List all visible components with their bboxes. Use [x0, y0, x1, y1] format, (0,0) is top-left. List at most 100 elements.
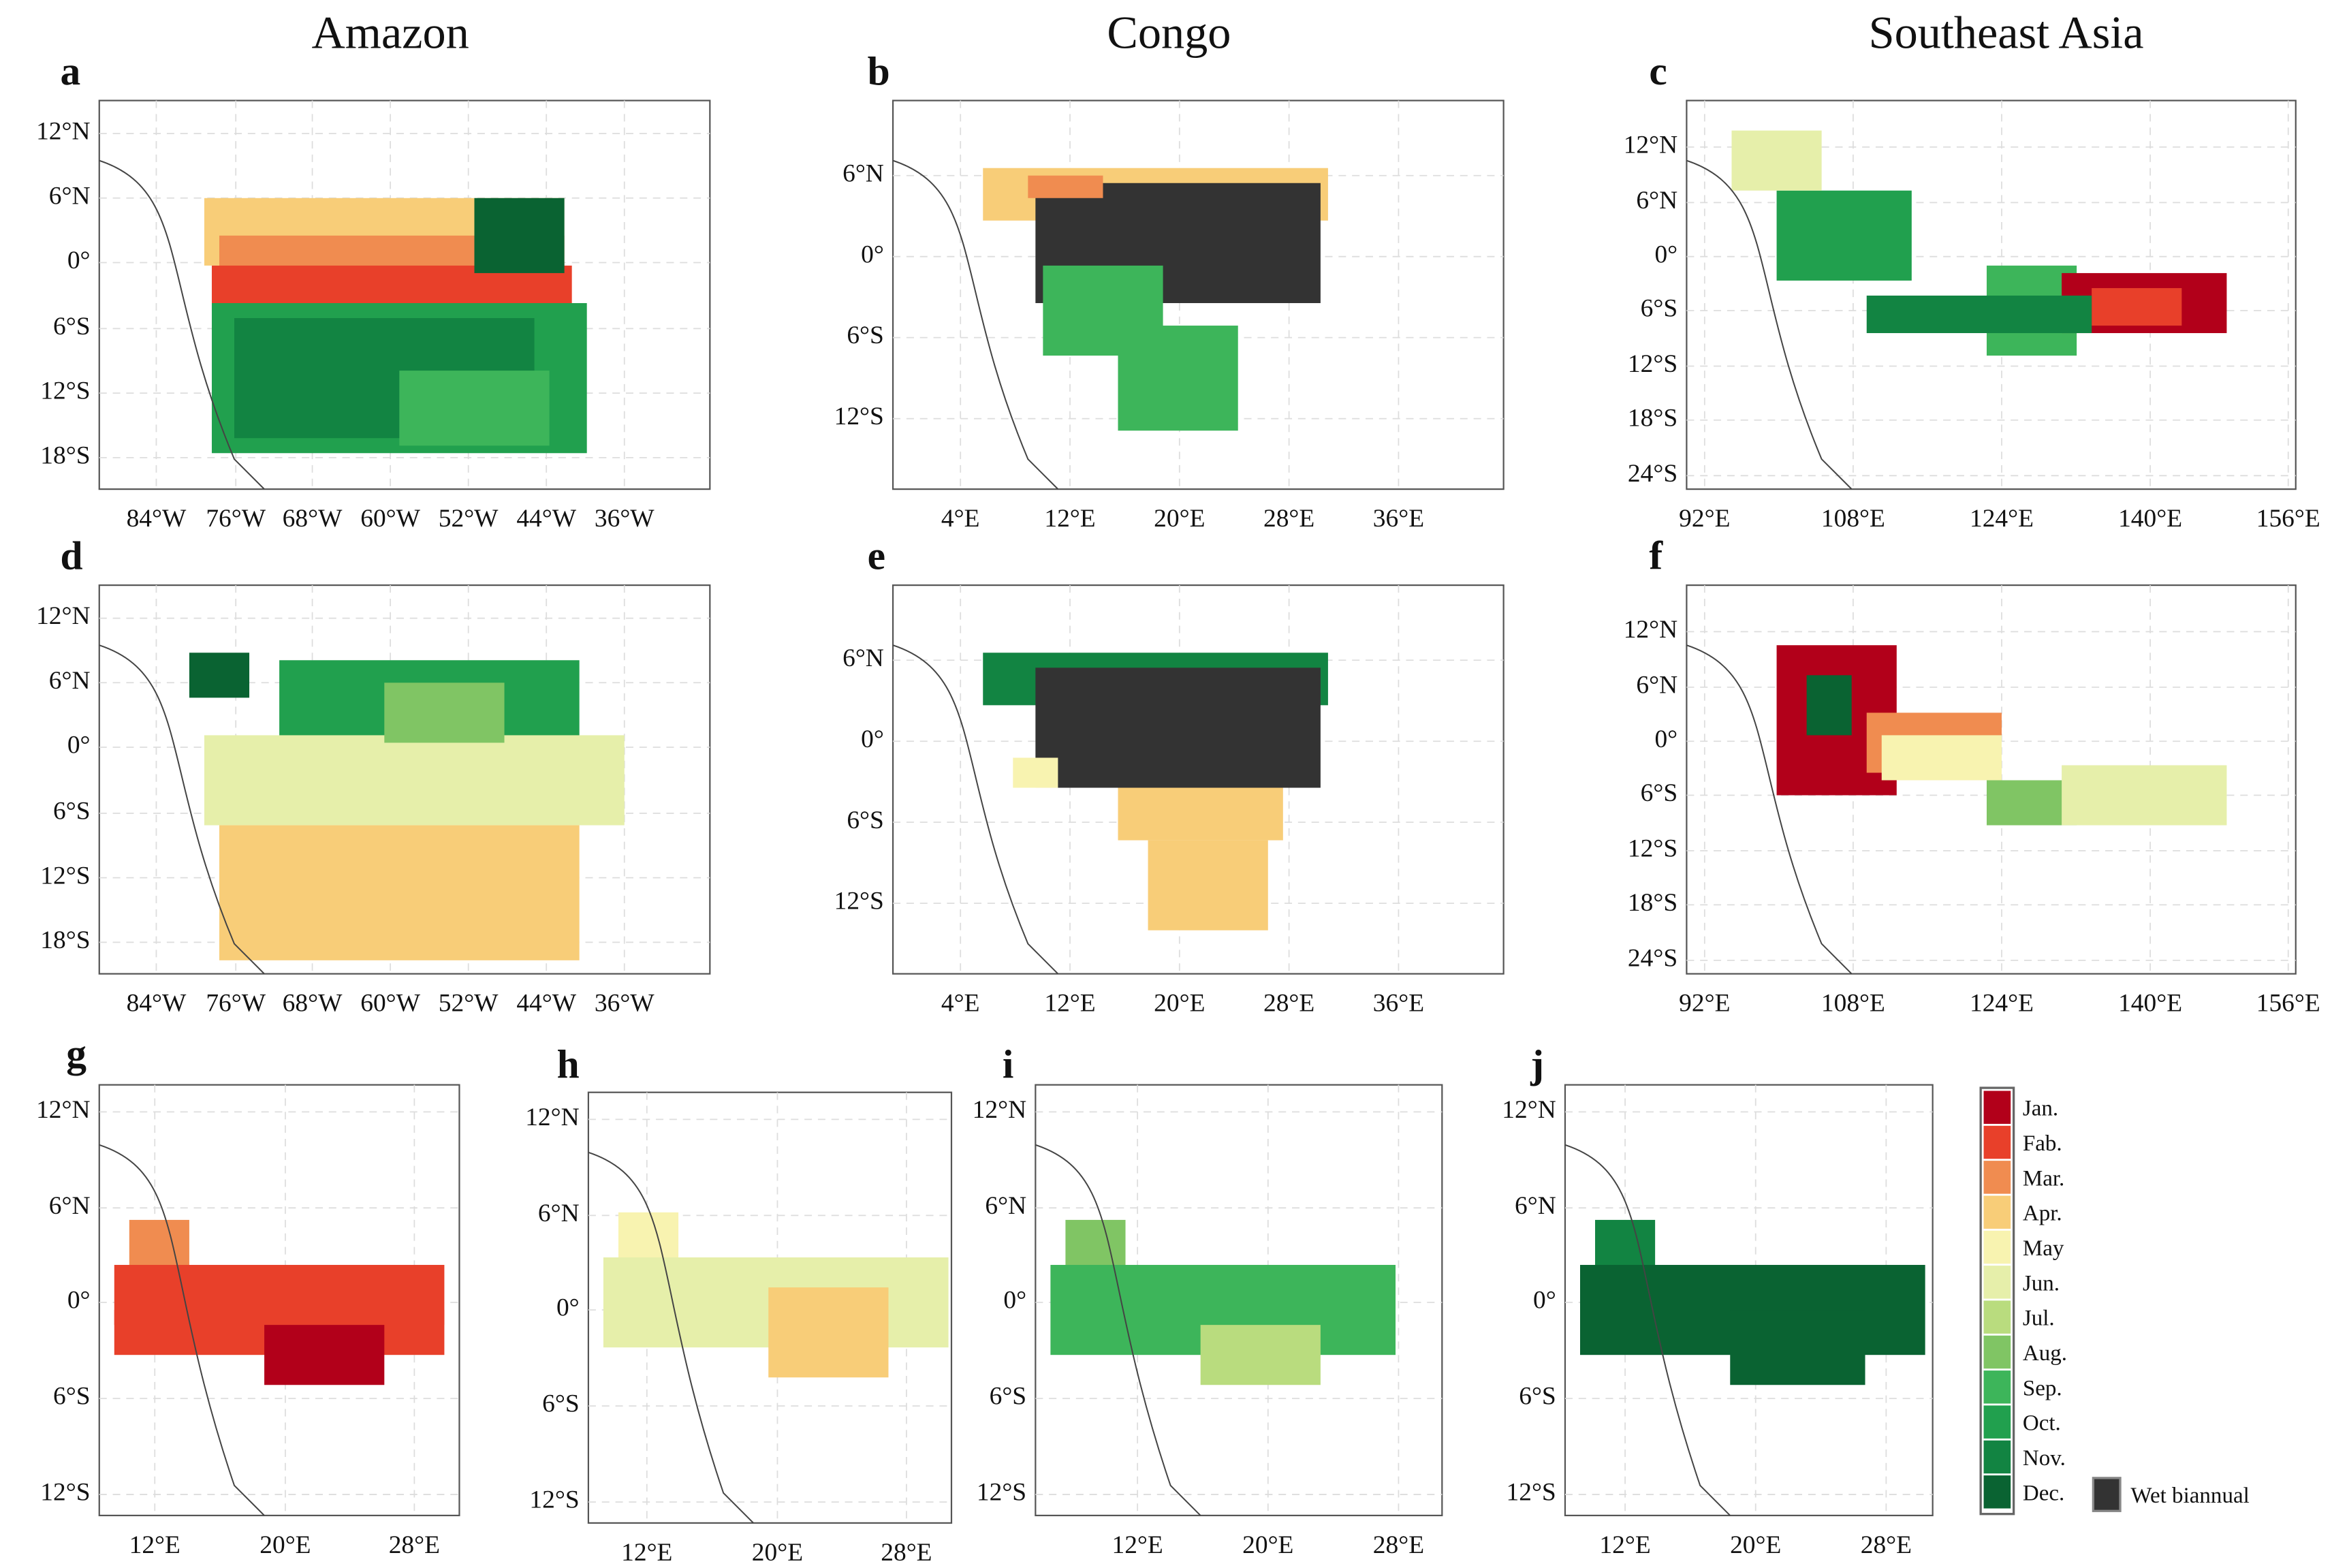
y-tick-label: 12°N — [1624, 616, 1677, 644]
x-tick-label: 52°W — [439, 505, 499, 533]
x-tick-label: 12°E — [1044, 990, 1095, 1018]
y-tick-label: 18°S — [1628, 889, 1677, 917]
y-tick-label: 0° — [1533, 1287, 1556, 1315]
y-tick-label: 0° — [861, 240, 884, 268]
y-tick-label: 12°S — [834, 888, 884, 915]
x-tick-label: 92°E — [1679, 505, 1730, 533]
y-tick-label: 12°N — [36, 1096, 90, 1124]
panel-letter: j — [1530, 1041, 1544, 1086]
x-tick-label: 12°E — [1044, 505, 1095, 533]
legend-label: Nov. — [2023, 1446, 2066, 1471]
x-tick-label: 12°E — [1599, 1531, 1650, 1559]
y-tick-label: 6°N — [1515, 1192, 1556, 1220]
coastline — [1564, 1144, 1731, 1516]
x-tick-label: 12°E — [1112, 1531, 1163, 1559]
coastline — [588, 1151, 754, 1524]
legend-label: Aug. — [2023, 1341, 2067, 1366]
y-tick-label: 6°N — [985, 1192, 1026, 1220]
column-title: Southeast Asia — [1869, 7, 2144, 59]
legend-label: Dec. — [2023, 1481, 2064, 1505]
y-tick-label: 12°N — [1624, 131, 1677, 159]
y-tick-label: 0° — [1654, 725, 1677, 753]
y-tick-label: 6°S — [1641, 779, 1678, 807]
y-tick-label: 12°N — [525, 1103, 579, 1131]
panel-letter: g — [66, 1031, 86, 1076]
legend-swatch — [1983, 1300, 2011, 1334]
y-tick-label: 12°N — [1502, 1096, 1556, 1124]
y-tick-label: 12°S — [977, 1479, 1026, 1507]
y-tick-label: 6°S — [542, 1390, 580, 1418]
legend-swatch — [1983, 1161, 2011, 1194]
map-region — [1200, 1325, 1321, 1385]
x-tick-label: 108°E — [1821, 990, 1885, 1018]
x-tick-label: 140°E — [2118, 990, 2182, 1018]
y-tick-label: 12°N — [36, 118, 90, 146]
map-region — [1866, 295, 2092, 334]
x-tick-label: 28°E — [1373, 1531, 1424, 1559]
legend-swatch — [1983, 1125, 2011, 1159]
y-tick-label: 12°N — [36, 602, 90, 630]
map-region — [219, 825, 580, 960]
column-title: Congo — [1107, 7, 1231, 59]
y-tick-label: 12°S — [1507, 1479, 1556, 1507]
y-tick-label: 12°N — [973, 1096, 1026, 1124]
x-tick-label: 20°E — [1242, 1531, 1293, 1559]
x-tick-label: 76°W — [206, 990, 266, 1018]
map-region — [474, 198, 565, 273]
y-tick-label: 6°N — [1636, 187, 1677, 215]
map-region — [2092, 287, 2182, 326]
y-tick-label: 6°S — [1641, 295, 1678, 323]
coastline — [99, 159, 265, 490]
coastline — [1035, 1144, 1201, 1516]
legend-label: May — [2023, 1236, 2064, 1261]
x-tick-label: 140°E — [2118, 505, 2182, 533]
y-tick-label: 6°N — [49, 667, 91, 695]
x-tick-label: 36°W — [595, 990, 655, 1018]
legend-box — [1979, 1086, 2015, 1516]
x-tick-label: 20°E — [259, 1531, 311, 1559]
map-region — [264, 1325, 385, 1385]
x-tick-label: 28°E — [1263, 505, 1314, 533]
x-tick-label: 124°E — [1970, 505, 2034, 533]
legend-label: Jan. — [2023, 1097, 2058, 1121]
legend-swatch — [1983, 1195, 2011, 1229]
y-tick-label: 6°N — [1636, 672, 1677, 700]
x-tick-label: 68°W — [283, 990, 343, 1018]
y-tick-label: 6°N — [538, 1199, 580, 1227]
x-tick-label: 92°E — [1679, 990, 1730, 1018]
x-tick-label: 20°E — [752, 1539, 803, 1567]
legend-swatch — [1983, 1091, 2011, 1124]
y-tick-label: 18°S — [1628, 404, 1677, 432]
legend-swatch — [2092, 1477, 2122, 1512]
x-tick-label: 36°W — [595, 505, 655, 533]
coastline — [99, 644, 265, 975]
map-region — [399, 371, 550, 446]
y-tick-label: 6°S — [1519, 1383, 1556, 1411]
map-region — [1035, 668, 1321, 788]
y-tick-label: 0° — [1003, 1287, 1026, 1315]
y-tick-label: 18°S — [40, 441, 90, 469]
x-tick-label: 76°W — [206, 505, 266, 533]
legend-swatch — [1983, 1475, 2011, 1509]
panel-letter: e — [868, 533, 885, 578]
x-tick-label: 4°E — [941, 505, 980, 533]
y-tick-label: 24°S — [1628, 460, 1677, 488]
coastline — [1686, 644, 1853, 975]
coastline — [1686, 159, 1853, 490]
y-tick-label: 12°S — [529, 1486, 579, 1514]
x-tick-label: 36°E — [1373, 505, 1424, 533]
map-region — [768, 1287, 889, 1378]
x-tick-label: 28°E — [389, 1531, 440, 1559]
map-region — [1013, 757, 1058, 788]
y-tick-label: 6°N — [842, 644, 884, 672]
map-region — [1731, 130, 1822, 191]
panel-letter: b — [868, 48, 890, 93]
panel-letter: i — [1003, 1041, 1014, 1086]
x-tick-label: 12°E — [129, 1531, 180, 1559]
map-region — [1881, 735, 2002, 781]
legend-swatch — [1983, 1440, 2011, 1474]
x-tick-label: 156°E — [2256, 990, 2320, 1018]
y-tick-label: 0° — [556, 1294, 580, 1322]
coastline — [892, 644, 1059, 975]
